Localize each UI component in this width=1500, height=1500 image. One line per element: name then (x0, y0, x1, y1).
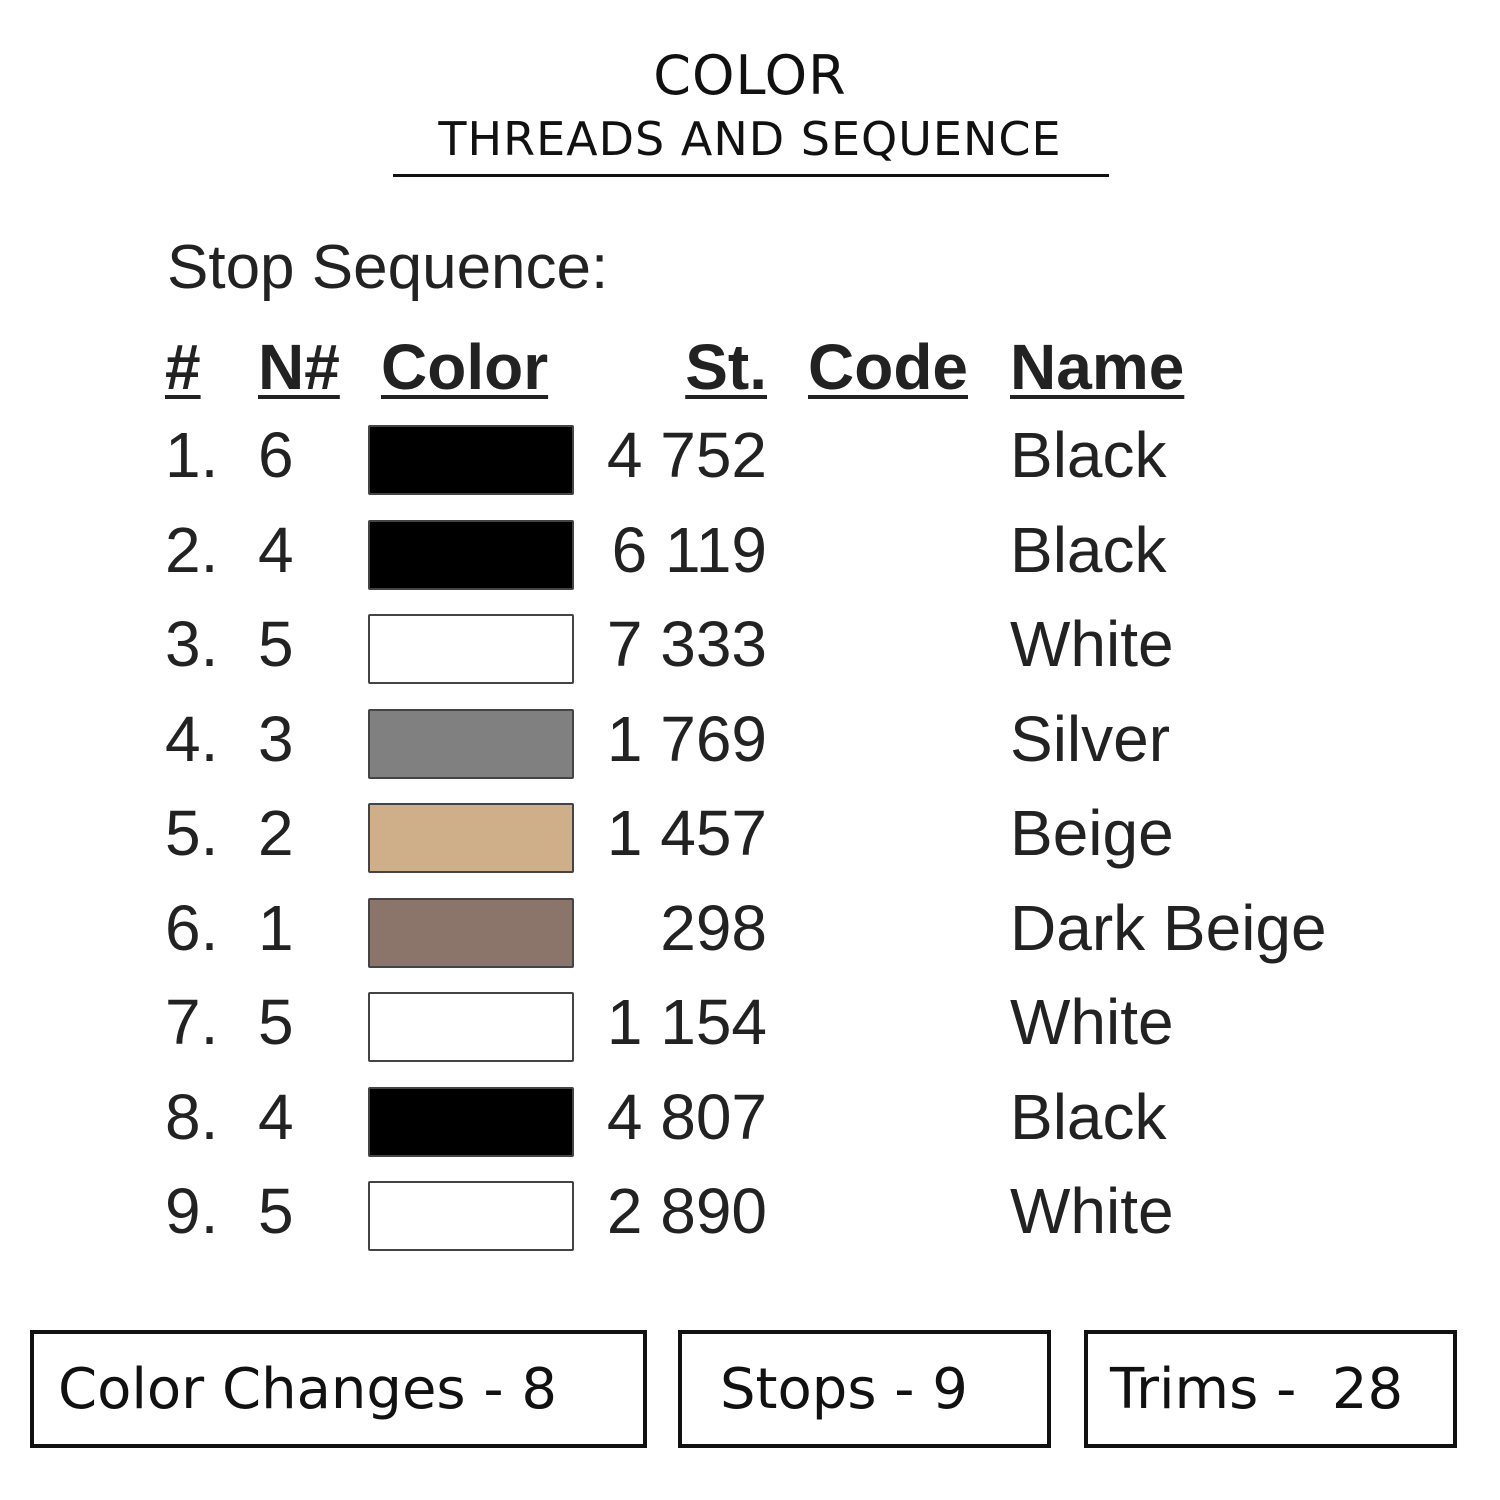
col-stitches: St. (685, 331, 767, 403)
color-swatch (368, 897, 574, 968)
row-needle: 5 (258, 608, 294, 680)
page-subtitle: THREADS AND SEQUENCE (438, 112, 1062, 166)
row-num: 4. (165, 702, 219, 775)
row-needle: 4 (258, 1080, 294, 1153)
color-swatch (368, 803, 574, 873)
table-row: 7. 5 1 154 White (0, 985, 1500, 1075)
row-num: 9. (165, 1175, 219, 1247)
row-stitches: 1 154 (606, 986, 767, 1058)
color-swatch (368, 425, 574, 495)
trims: Trims - 28 (1110, 1356, 1404, 1422)
title-divider (393, 174, 1109, 177)
row-stitches: 6 119 (611, 513, 767, 586)
row-stitches: 4 752 (606, 419, 767, 491)
color-swatch (368, 519, 574, 590)
row-name: Dark Beige (1010, 891, 1327, 964)
row-stitches: 2 890 (606, 1175, 767, 1247)
color-swatch (368, 614, 574, 684)
row-name: White (1010, 986, 1174, 1058)
table-row: 9. 5 2 890 White (0, 1174, 1500, 1264)
row-needle: 3 (258, 702, 294, 775)
row-stitches: 1 457 (606, 797, 767, 869)
color-swatch (368, 992, 574, 1062)
table-row: 1. 6 4 752 Black (0, 418, 1500, 508)
row-name: Black (1010, 1080, 1167, 1153)
row-needle: 2 (258, 797, 294, 869)
table-row: 6. 1 298 Dark Beige (0, 891, 1500, 981)
row-name: Beige (1010, 797, 1174, 869)
table-row: 3. 5 7 333 White (0, 607, 1500, 697)
col-code: Code (808, 331, 968, 403)
table-row: 4. 3 1 769 Silver (0, 702, 1500, 792)
row-stitches: 4 807 (606, 1080, 767, 1153)
color-swatch (368, 1086, 574, 1157)
col-num: # (165, 331, 201, 403)
table-header: # N# Color St. Code Name (0, 330, 1500, 420)
row-name: Black (1010, 419, 1167, 491)
table-row: 2. 4 6 119 Black (0, 513, 1500, 603)
color-changes: Color Changes - 8 (58, 1356, 558, 1422)
row-num: 6. (165, 891, 219, 964)
row-needle: 6 (258, 419, 294, 491)
row-num: 1. (165, 419, 219, 491)
page-title: COLOR (653, 44, 847, 107)
row-num: 5. (165, 797, 219, 869)
table-row: 8. 4 4 807 Black (0, 1080, 1500, 1170)
row-num: 8. (165, 1080, 219, 1153)
row-needle: 5 (258, 1175, 294, 1247)
stops: Stops - 9 (720, 1356, 968, 1422)
section-label: Stop Sequence: (167, 233, 609, 302)
row-needle: 1 (258, 891, 294, 964)
row-stitches: 298 (660, 891, 767, 964)
col-name: Name (1010, 331, 1185, 403)
row-num: 7. (165, 986, 219, 1058)
trims-box: Trims - 28 (1084, 1330, 1457, 1448)
row-needle: 4 (258, 513, 294, 586)
row-name: Black (1010, 513, 1167, 586)
stops-box: Stops - 9 (678, 1330, 1051, 1448)
row-needle: 5 (258, 986, 294, 1058)
col-needle: N# (258, 331, 340, 403)
row-num: 3. (165, 608, 219, 680)
color-swatch (368, 708, 574, 779)
row-name: White (1010, 1175, 1174, 1247)
row-stitches: 1 769 (606, 702, 767, 775)
row-name: Silver (1010, 702, 1171, 775)
col-color: Color (381, 331, 549, 403)
row-stitches: 7 333 (606, 608, 767, 680)
row-name: White (1010, 608, 1174, 680)
color-changes-box: Color Changes - 8 (30, 1330, 647, 1448)
row-num: 2. (165, 513, 219, 586)
table-row: 5. 2 1 457 Beige (0, 796, 1500, 886)
color-swatch (368, 1181, 574, 1251)
